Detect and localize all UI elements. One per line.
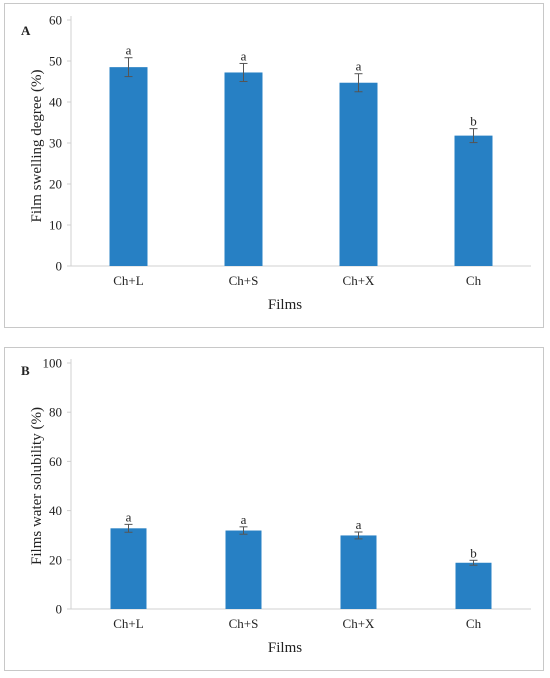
y-tick-label: 10 bbox=[49, 218, 62, 233]
bar bbox=[339, 82, 378, 266]
chart-b-marks: 0 20 40 60 80 100 a Ch+L a Ch+S a Ch+X b Ch bbox=[43, 356, 531, 631]
x-axis-title-a: Films bbox=[268, 297, 302, 313]
y-axis-title-b: Films water solubility (%) bbox=[29, 407, 45, 565]
x-axis-title-b: Films bbox=[268, 640, 302, 656]
y-tick-label: 100 bbox=[43, 356, 63, 371]
panel-label-b: B bbox=[21, 363, 30, 378]
x-tick-label: Ch bbox=[466, 273, 482, 288]
x-tick-label: Ch+X bbox=[343, 616, 376, 631]
significance-letter: a bbox=[356, 517, 362, 532]
significance-letter: a bbox=[126, 43, 132, 58]
significance-letter: a bbox=[126, 509, 132, 524]
y-tick-label: 60 bbox=[49, 13, 62, 28]
panel-label-a: A bbox=[21, 23, 31, 38]
y-tick-label: 80 bbox=[49, 405, 62, 420]
y-axis-title-a: Film swelling degree (%) bbox=[29, 70, 45, 223]
y-tick-label: 40 bbox=[49, 95, 62, 110]
significance-letter: b bbox=[470, 545, 477, 560]
bar bbox=[224, 72, 263, 266]
x-tick-label: Ch+L bbox=[113, 273, 144, 288]
y-tick-label: 20 bbox=[49, 552, 62, 567]
x-tick-label: Ch bbox=[466, 616, 482, 631]
significance-letter: a bbox=[241, 48, 247, 63]
x-tick-label: Ch+X bbox=[343, 273, 376, 288]
x-tick-label: Ch+S bbox=[229, 273, 259, 288]
significance-letter: a bbox=[241, 512, 247, 527]
significance-letter: b bbox=[470, 114, 477, 129]
chart-panel-b: B Films Films water solubility (%) 0 20 40… bbox=[4, 347, 544, 671]
y-tick-label: 40 bbox=[49, 503, 62, 518]
x-tick-label: Ch+S bbox=[229, 616, 259, 631]
bar bbox=[340, 535, 377, 609]
chart-a-svg: A Films Film swelling degree (%) 0 10 20 30… bbox=[21, 13, 531, 313]
bar bbox=[454, 135, 493, 266]
bar bbox=[110, 528, 147, 609]
y-tick-label: 0 bbox=[56, 259, 63, 274]
y-tick-label: 20 bbox=[49, 177, 62, 192]
bar bbox=[455, 562, 492, 609]
chart-b-svg: B Films Films water solubility (%) 0 20 40… bbox=[21, 356, 531, 656]
y-tick-label: 60 bbox=[49, 454, 62, 469]
y-tick-label: 0 bbox=[56, 602, 63, 617]
chart-a-marks: 0 10 20 30 40 50 60 a Ch+L a Ch+S a Ch+X b Ch bbox=[49, 13, 531, 288]
significance-letter: a bbox=[356, 59, 362, 74]
bar bbox=[109, 67, 148, 267]
chart-panel-a: A Films Film swelling degree (%) 0 10 20 30… bbox=[4, 3, 544, 328]
y-tick-label: 30 bbox=[49, 136, 62, 151]
bar bbox=[225, 530, 262, 609]
y-tick-label: 50 bbox=[49, 54, 62, 69]
x-tick-label: Ch+L bbox=[113, 616, 144, 631]
